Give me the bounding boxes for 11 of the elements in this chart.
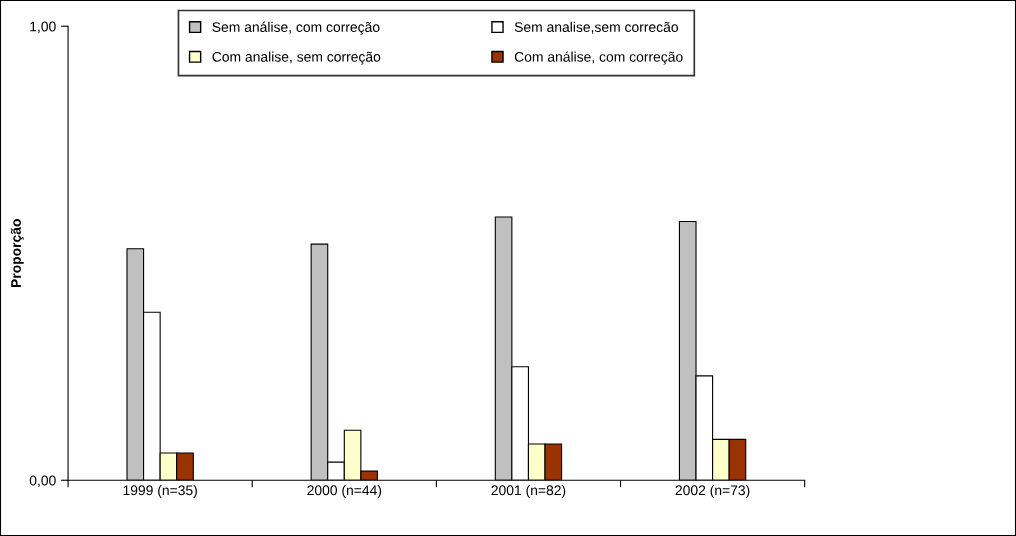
- y-axis-title: Proporção: [10, 219, 24, 288]
- legend-label: Com analise, sem correção: [212, 51, 381, 65]
- legend-label: Com análise, com correção: [514, 51, 683, 65]
- legend-label: Sem analise,sem correcão: [514, 21, 678, 34]
- legend-label: Sem análise, com correção: [212, 21, 380, 35]
- y-tick-label: 0,00: [29, 475, 56, 488]
- x-tick-label: 1999 (n=35): [123, 484, 197, 498]
- x-tick-label: 2002 (n=73): [675, 484, 750, 498]
- y-tick-label: 1,00: [30, 21, 56, 34]
- x-tick-label: 2000 (n=44): [307, 484, 382, 498]
- x-tick-label: 2001 (n=82): [491, 484, 566, 498]
